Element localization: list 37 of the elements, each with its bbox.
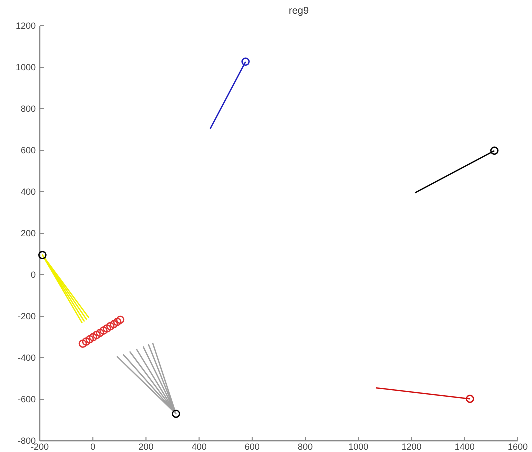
x-tick-label: 0 — [90, 442, 96, 452]
point — [113, 318, 122, 326]
y-tick-label: 1000 — [16, 62, 36, 73]
point — [38, 251, 47, 260]
point — [116, 316, 125, 324]
point — [466, 394, 474, 404]
point — [490, 146, 499, 156]
point — [89, 333, 98, 342]
y-tick-label: -600 — [18, 394, 36, 405]
y-tick-label: 400 — [20, 187, 36, 198]
x-tick-label: 200 — [138, 442, 154, 452]
x-tick-label: 1600 — [508, 442, 528, 452]
point — [242, 58, 250, 66]
y-tick-label: 200 — [20, 228, 36, 239]
x-tick-label: 1400 — [454, 442, 475, 452]
y-tick-label: 600 — [20, 146, 36, 156]
point — [86, 335, 94, 344]
x-tick-label: 400 — [192, 442, 207, 452]
point — [172, 410, 180, 418]
point — [92, 331, 101, 340]
x-tick-label: 1000 — [348, 442, 369, 452]
point — [103, 324, 112, 333]
point — [78, 340, 88, 348]
x-tick-label: 1200 — [402, 442, 422, 452]
point — [82, 338, 91, 346]
y-tick-label: -400 — [18, 353, 36, 364]
point — [110, 320, 118, 329]
y-tick-label: -200 — [18, 312, 36, 322]
y-tick-label: 800 — [20, 104, 36, 114]
point — [96, 328, 104, 338]
y-tick-label: 1200 — [16, 21, 36, 32]
x-tick-label: 600 — [244, 442, 260, 452]
x-tick-label: 800 — [298, 442, 314, 452]
y-tick-label: 0 — [30, 270, 36, 280]
chart-title: reg9 — [288, 6, 310, 17]
point — [100, 326, 108, 335]
point — [106, 322, 115, 331]
